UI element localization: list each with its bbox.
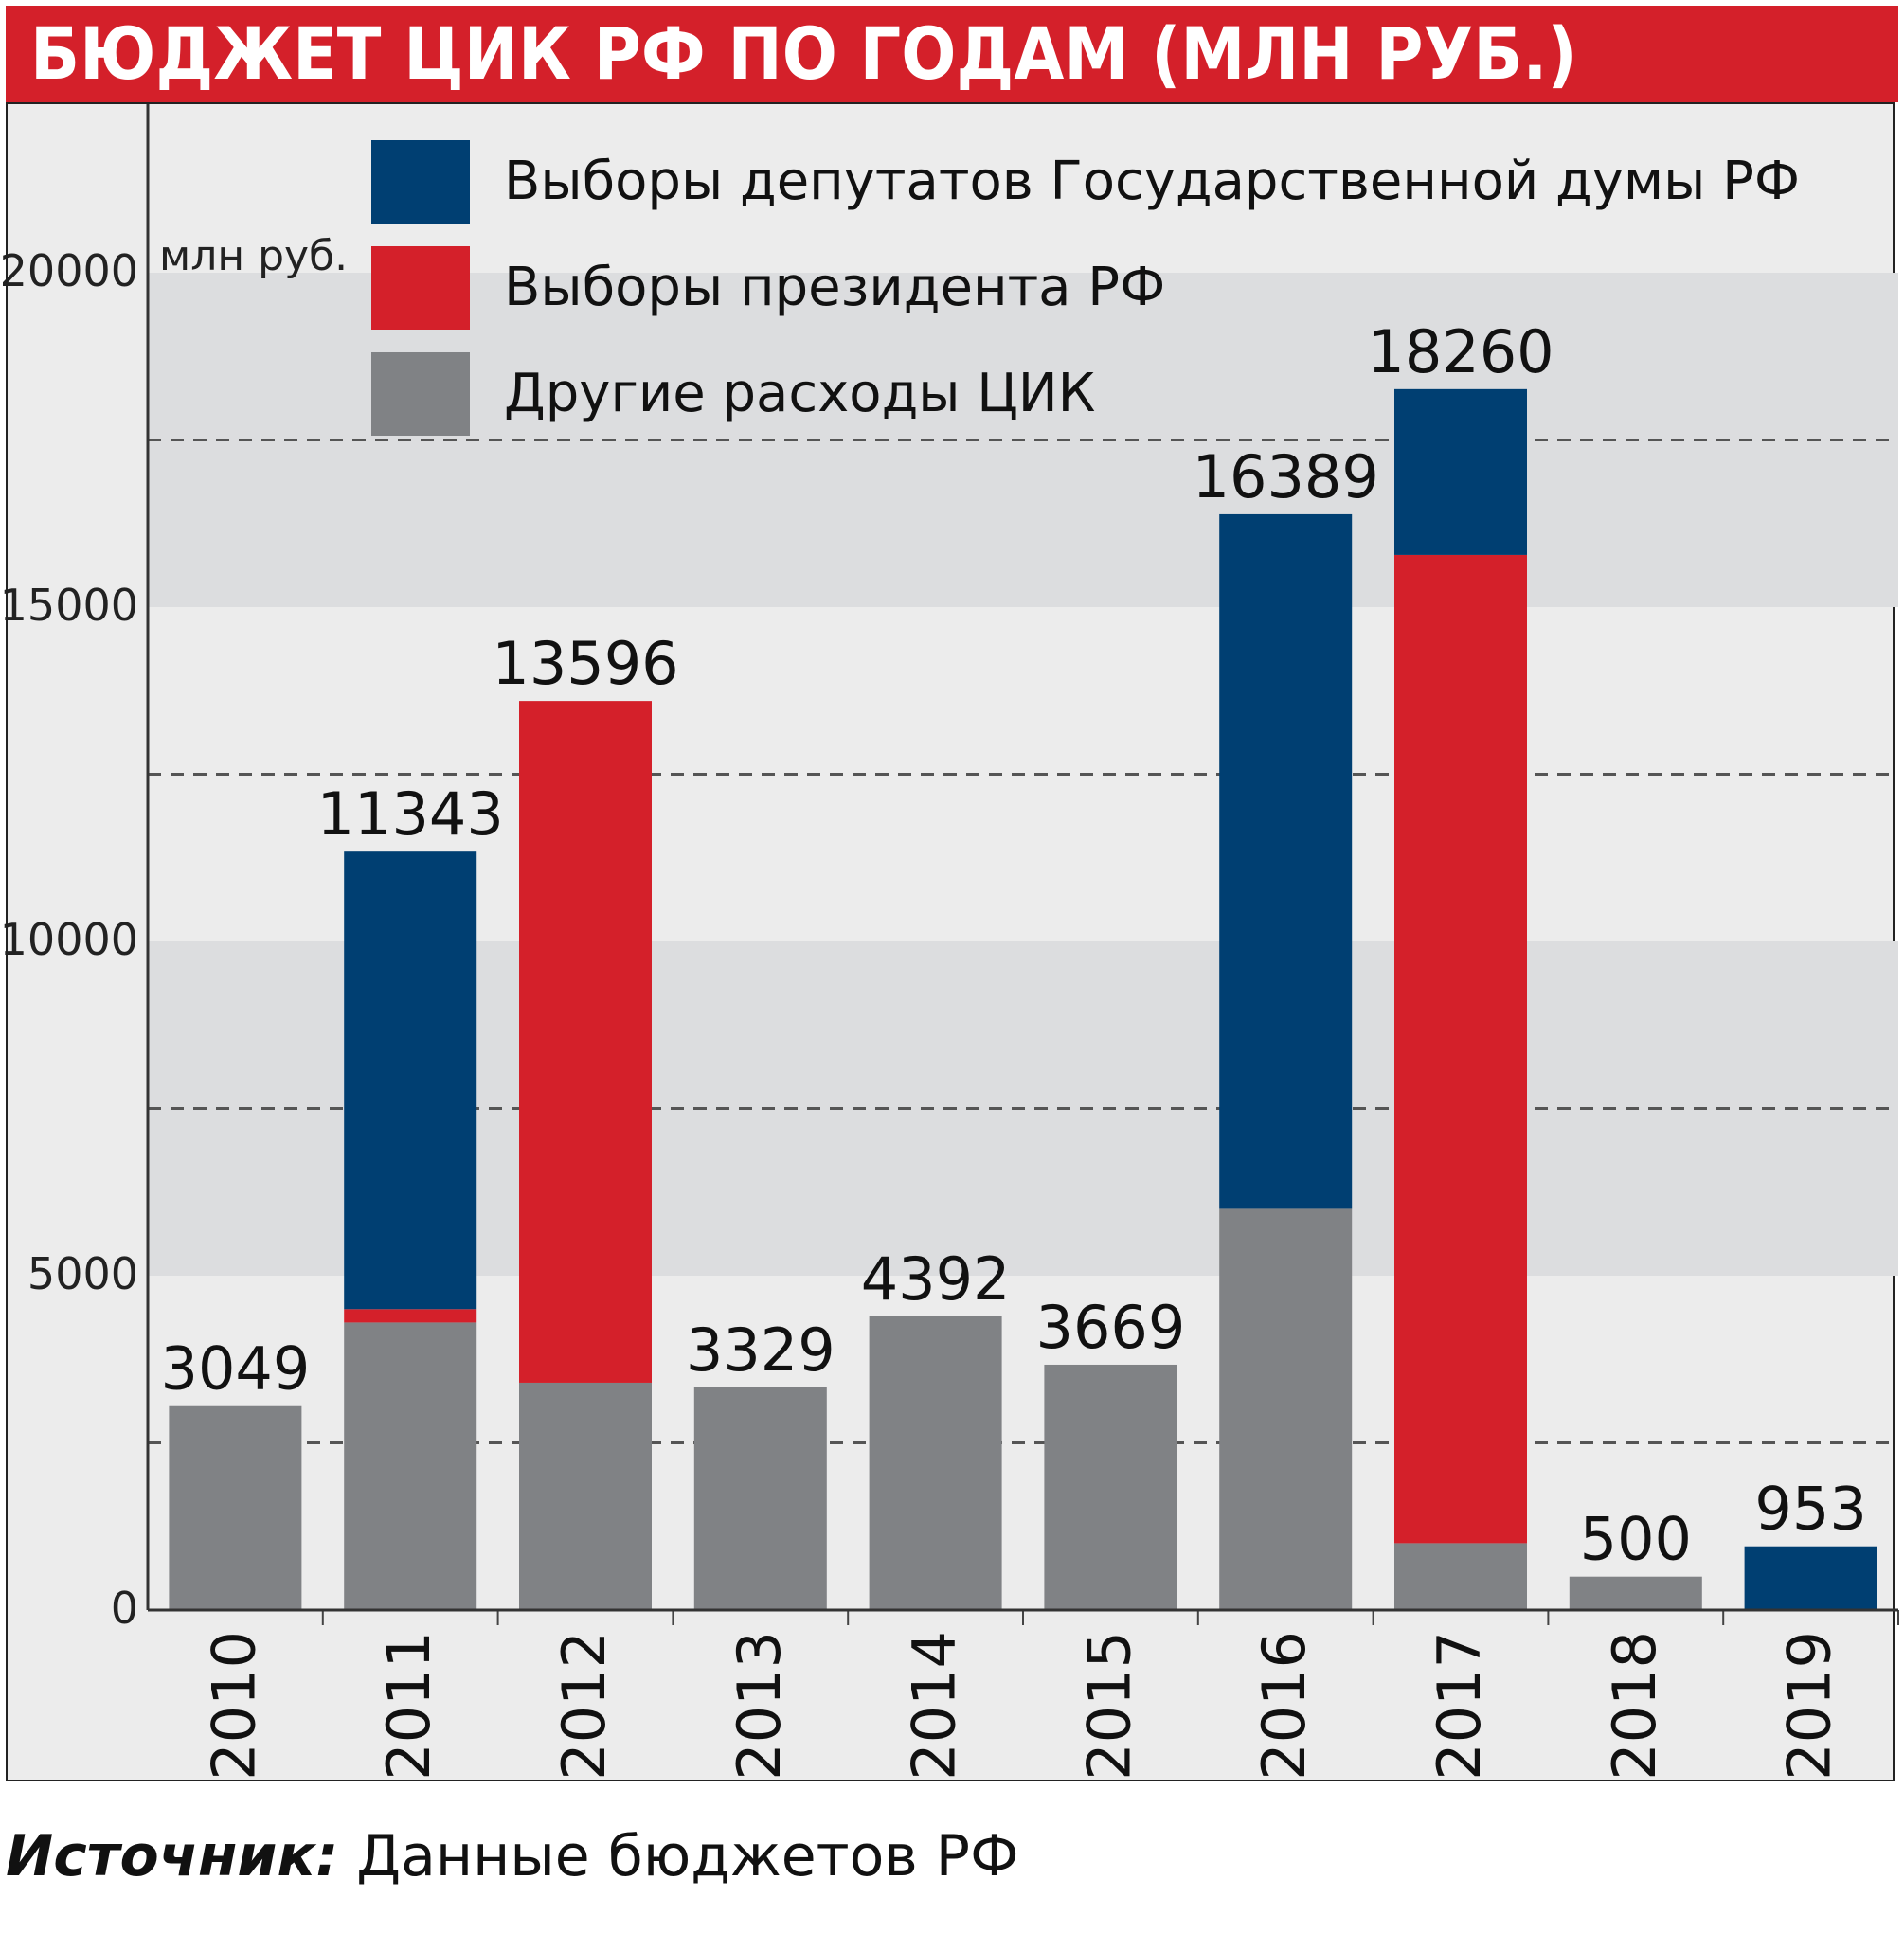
bar-segment	[1394, 388, 1527, 555]
stacked-bar-chart: 0 5000 10000 15000 20000 млн руб. 3049 11343 1…	[0, 104, 1899, 1781]
bar-segment	[693, 1387, 827, 1610]
x-tick-label: 2017	[1425, 1631, 1494, 1781]
x-tick-label: 2018	[1600, 1631, 1669, 1781]
bar-total-label: 3049	[161, 1334, 311, 1404]
bar-segment	[344, 1309, 477, 1323]
x-tick-label: 2014	[900, 1631, 969, 1781]
y-axis-unit-label: млн руб.	[159, 232, 348, 280]
legend-swatch	[371, 352, 470, 436]
bar-total-label: 3669	[1036, 1293, 1186, 1362]
x-tick-label: 2016	[1249, 1631, 1319, 1781]
bar-segment	[344, 1322, 477, 1610]
x-tick-label: 2015	[1074, 1631, 1143, 1781]
legend-swatch	[371, 246, 470, 330]
title-banner: БЮДЖЕТ ЦИК РФ ПО ГОДАМ (МЛН РУБ.)	[6, 6, 1898, 102]
y-tick-label: 20000	[0, 245, 138, 296]
bar-total-label: 13596	[492, 629, 678, 698]
bar-total-label: 500	[1580, 1505, 1692, 1574]
x-tick-label: 2019	[1775, 1631, 1844, 1781]
bar-segment	[1044, 1364, 1177, 1610]
x-tick-label: 2013	[725, 1631, 794, 1781]
bar-segment	[1394, 554, 1527, 1544]
x-tick-label: 2010	[199, 1631, 268, 1781]
bar-segment	[519, 1382, 652, 1610]
bar-total-label: 3329	[686, 1316, 835, 1385]
bar-total-label: 16389	[1193, 442, 1379, 511]
bar-segment	[869, 1316, 1002, 1610]
bar-segment	[1569, 1576, 1702, 1610]
bar-total-label: 953	[1754, 1475, 1866, 1544]
x-tick-label: 2011	[374, 1631, 443, 1781]
bar-segment	[519, 701, 652, 1383]
chart-title: БЮДЖЕТ ЦИК РФ ПО ГОДАМ (МЛН РУБ.)	[30, 11, 1577, 96]
legend-label: Другие расходы ЦИК	[504, 363, 1095, 424]
y-tick-label: 10000	[0, 914, 138, 965]
bar-total-label: 18260	[1367, 317, 1554, 386]
y-tick-label: 5000	[27, 1248, 138, 1299]
x-tick-label: 2012	[549, 1631, 619, 1781]
source-text: Данные бюджетов РФ	[356, 1823, 1019, 1889]
bar-segment	[169, 1405, 302, 1610]
y-tick-label: 0	[111, 1583, 138, 1634]
bar-segment	[1394, 1543, 1527, 1610]
bar-segment	[344, 851, 477, 1310]
legend-label: Выборы президента РФ	[504, 257, 1165, 318]
bar-segment	[1744, 1546, 1877, 1610]
y-tick-label: 15000	[0, 580, 138, 631]
source-label: Источник:	[6, 1823, 339, 1889]
source-note: Источник: Данные бюджетов РФ	[6, 1818, 1019, 1894]
legend-label: Выборы депутатов Государственной думы РФ	[504, 151, 1800, 212]
bar-segment	[1219, 1208, 1353, 1610]
legend-swatch	[371, 140, 470, 224]
legend: Выборы депутатов Государственной думы РФ…	[371, 140, 1800, 436]
bar-total-label: 4392	[861, 1244, 1011, 1314]
bar-total-label: 11343	[317, 779, 504, 849]
bar-segment	[1219, 513, 1353, 1209]
